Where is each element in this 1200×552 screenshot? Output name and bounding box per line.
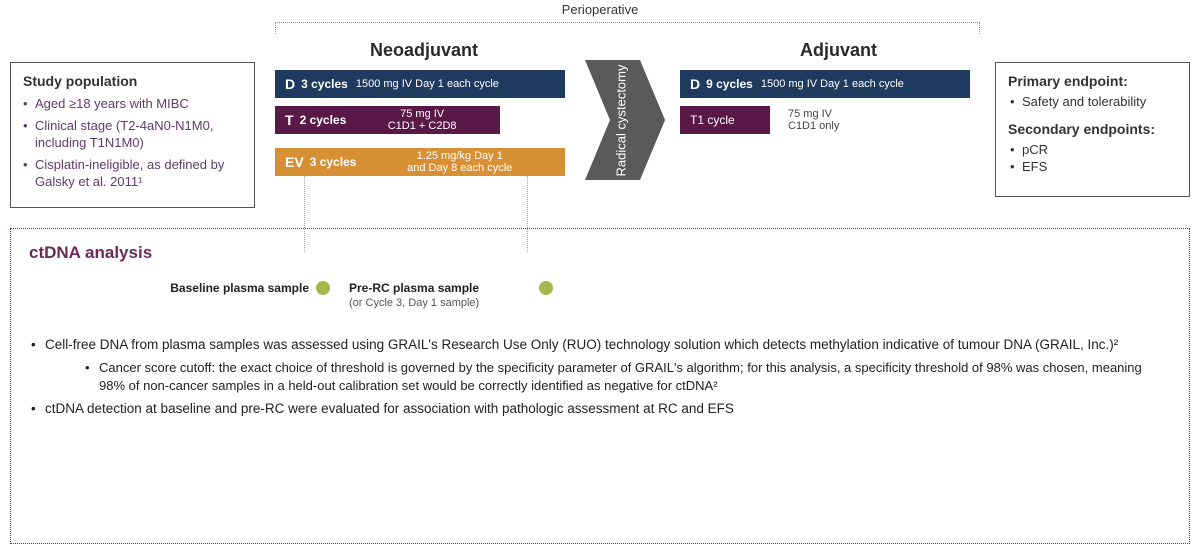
adj-t-row: T 1 cycle 75 mg IV C1D1 only <box>680 106 970 134</box>
pre-rc-sample-subtext: (or Cycle 3, Day 1 sample) <box>349 297 479 309</box>
adj-t-code: T <box>690 113 697 127</box>
pre-rc-sample-text: Pre-RC plasma sample <box>349 281 479 295</box>
ctdna-bullets: Cell-free DNA from plasma samples was as… <box>29 335 1171 419</box>
ctdna-sub-bullet: Cancer score cutoff: the exact choice of… <box>85 359 1171 395</box>
adj-t-dose-l1: 75 mg IV <box>788 108 832 120</box>
adjuvant-heading: Adjuvant <box>800 40 877 61</box>
study-pop-item: Cisplatin-ineligible, as defined by Gals… <box>23 156 242 191</box>
radical-cystectomy-label-wrap: Radical cystectomy <box>593 60 649 180</box>
neo-d-code: D <box>285 76 295 92</box>
perioperative-label: Perioperative <box>562 2 639 17</box>
secondary-endpoint-item: pCR <box>1008 141 1177 159</box>
ctdna-bullet: ctDNA detection at baseline and pre-RC w… <box>29 399 1171 419</box>
baseline-sample-text: Baseline plasma sample <box>170 281 309 295</box>
ctdna-sample-row: Baseline plasma sample Pre-RC plasma sam… <box>29 271 1171 329</box>
study-population-title: Study population <box>23 73 242 89</box>
secondary-endpoint-item: EFS <box>1008 158 1177 176</box>
study-population-box: Study population Aged ≥18 years with MIB… <box>10 62 255 208</box>
study-population-list: Aged ≥18 years with MIBC Clinical stage … <box>23 95 242 191</box>
radical-cystectomy-label: Radical cystectomy <box>614 64 629 176</box>
neo-ev-dose-l1: 1.25 mg/kg Day 1 <box>417 150 503 162</box>
primary-endpoint-list: Safety and tolerability <box>1008 93 1177 111</box>
study-pop-item: Aged ≥18 years with MIBC <box>23 95 242 113</box>
neo-t-code: T <box>285 112 294 128</box>
adj-t-dose-l2: C1D1 only <box>788 120 839 132</box>
neoadjuvant-heading: Neoadjuvant <box>370 40 478 61</box>
endpoints-box: Primary endpoint: Safety and tolerabilit… <box>995 62 1190 197</box>
pre-rc-sample-label: Pre-RC plasma sample (or Cycle 3, Day 1 … <box>349 281 529 309</box>
neo-d-bar: D 3 cycles 1500 mg IV Day 1 each cycle <box>275 70 565 98</box>
baseline-sample-label: Baseline plasma sample <box>164 281 309 295</box>
study-pop-item: Clinical stage (T2-4aN0-N1M0, including … <box>23 117 242 152</box>
neo-ev-cycles: 3 cycles <box>310 155 357 169</box>
adj-t-bar: T 1 cycle <box>680 106 770 134</box>
neo-ev-code: EV <box>285 154 304 170</box>
neo-ev-bar: EV 3 cycles 1.25 mg/kg Day 1 and Day 8 e… <box>275 148 565 176</box>
ctdna-bullet: Cell-free DNA from plasma samples was as… <box>29 335 1171 395</box>
adj-t-cycles: 1 cycle <box>697 113 734 127</box>
primary-endpoint-title: Primary endpoint: <box>1008 73 1177 89</box>
secondary-endpoint-title: Secondary endpoints: <box>1008 121 1177 137</box>
secondary-endpoint-list: pCR EFS <box>1008 141 1177 176</box>
pre-rc-sample-dot-icon <box>539 281 553 295</box>
neo-t-dose-l2: C1D1 + C2D8 <box>388 120 457 132</box>
primary-endpoint-item: Safety and tolerability <box>1008 93 1177 111</box>
perioperative-bracket <box>275 22 980 34</box>
baseline-sample-dot-icon <box>316 281 330 295</box>
ctdna-bullet-text: Cell-free DNA from plasma samples was as… <box>45 337 1118 352</box>
ctdna-analysis-box: ctDNA analysis Baseline plasma sample Pr… <box>10 228 1190 544</box>
neo-t-bar: T 2 cycles 75 mg IV C1D1 + C2D8 <box>275 106 500 134</box>
adj-d-dose: 1500 mg IV Day 1 each cycle <box>761 78 904 90</box>
neo-d-cycles: 3 cycles <box>301 77 348 91</box>
ctdna-sub-bullets: Cancer score cutoff: the exact choice of… <box>45 359 1171 395</box>
adj-d-code: D <box>690 76 700 92</box>
diagram-root: Perioperative Neoadjuvant Adjuvant Study… <box>0 0 1200 552</box>
neo-d-dose: 1500 mg IV Day 1 each cycle <box>356 78 499 90</box>
neo-t-dose: 75 mg IV C1D1 + C2D8 <box>354 108 490 132</box>
neo-t-cycles: 2 cycles <box>300 113 347 127</box>
neo-ev-dose: 1.25 mg/kg Day 1 and Day 8 each cycle <box>364 150 555 174</box>
neo-ev-dose-l2: and Day 8 each cycle <box>407 162 512 174</box>
adj-t-dose: 75 mg IV C1D1 only <box>788 108 839 132</box>
adj-d-cycles: 9 cycles <box>706 77 753 91</box>
neo-t-dose-l1: 75 mg IV <box>400 108 444 120</box>
adj-d-bar: D 9 cycles 1500 mg IV Day 1 each cycle <box>680 70 970 98</box>
ctdna-title: ctDNA analysis <box>29 243 1171 263</box>
